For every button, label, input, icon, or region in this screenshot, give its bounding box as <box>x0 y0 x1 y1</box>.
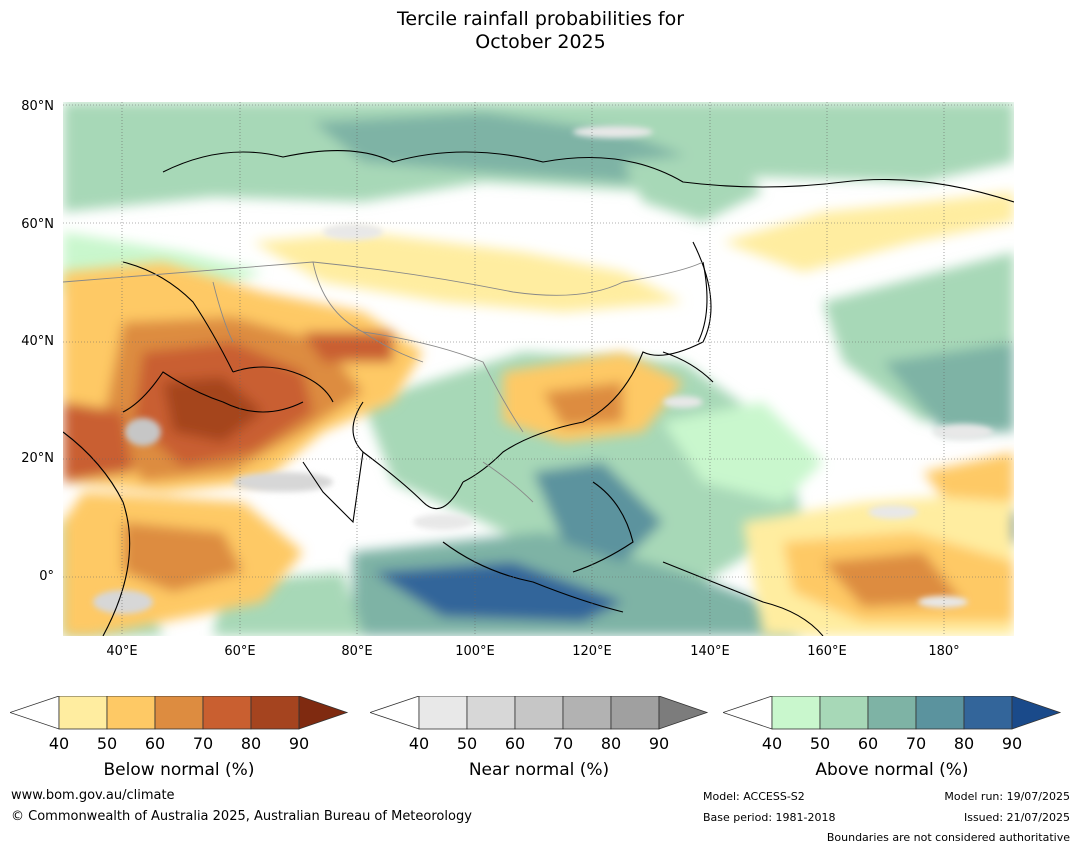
website-link[interactable]: www.bom.gov.au/climate <box>11 788 175 803</box>
lon-label-160e: 160°E <box>807 644 847 659</box>
colorbar-near-title: Near normal (%) <box>468 760 610 780</box>
above-seg-70 <box>915 695 965 730</box>
lat-label-20n: 20°N <box>21 451 54 466</box>
probability-map <box>63 102 1014 636</box>
above-tick-60: 60 <box>857 734 879 753</box>
lat-label-80n: 80°N <box>21 99 54 114</box>
below-seg-80 <box>250 695 300 730</box>
lon-label-180: 180° <box>928 644 960 659</box>
above-seg-50 <box>819 695 869 730</box>
below-tick-70: 70 <box>192 734 214 753</box>
near-tick-40: 40 <box>408 734 430 753</box>
lon-label-60e: 60°E <box>224 644 256 659</box>
near-tick-90: 90 <box>648 734 670 753</box>
base-period-text: Base period: 1981-2018 <box>703 811 836 824</box>
below-extend-high <box>298 695 349 730</box>
near-seg-60 <box>514 695 564 730</box>
below-tick-90: 90 <box>288 734 310 753</box>
lat-label-0: 0° <box>39 569 54 584</box>
colorbar-above-normal <box>721 695 1063 786</box>
lon-label-40e: 40°E <box>106 644 138 659</box>
lat-label-60n: 60°N <box>21 217 54 232</box>
title-line-1: Tercile rainfall probabilities for <box>396 8 685 30</box>
above-tick-70: 70 <box>905 734 927 753</box>
colorbar-above-svg <box>721 695 1062 730</box>
title-line-2: October 2025 <box>475 31 606 53</box>
above-extend-low <box>721 695 773 730</box>
lon-label-120e: 120°E <box>572 644 612 659</box>
below-tick-60: 60 <box>144 734 166 753</box>
above-tick-40: 40 <box>761 734 783 753</box>
model-text: Model: ACCESS-S2 <box>703 790 805 803</box>
lon-label-80e: 80°E <box>341 644 373 659</box>
below-seg-70 <box>202 695 252 730</box>
below-seg-50 <box>106 695 156 730</box>
colorbar-above-title: Above normal (%) <box>815 760 969 780</box>
below-extend-low <box>8 695 60 730</box>
near-seg-40 <box>418 695 468 730</box>
near-tick-50: 50 <box>456 734 478 753</box>
below-tick-80: 80 <box>240 734 262 753</box>
above-extend-high <box>1011 695 1062 730</box>
near-seg-70 <box>562 695 612 730</box>
colorbar-below-title: Below normal (%) <box>103 760 255 780</box>
near-extend-low <box>368 695 420 730</box>
above-tick-90: 90 <box>1001 734 1023 753</box>
below-tick-40: 40 <box>48 734 70 753</box>
near-normal-field <box>93 126 993 614</box>
colorbar-near-normal <box>368 695 710 786</box>
lat-label-40n: 40°N <box>21 334 54 349</box>
above-tick-50: 50 <box>809 734 831 753</box>
lon-label-140e: 140°E <box>690 644 730 659</box>
below-seg-40 <box>58 695 108 730</box>
near-seg-50 <box>466 695 516 730</box>
above-seg-60 <box>867 695 917 730</box>
colorbar-below-normal <box>8 695 350 786</box>
below-tick-50: 50 <box>96 734 118 753</box>
map-svg <box>63 102 1014 636</box>
colorbar-near-svg <box>368 695 709 730</box>
lon-label-100e: 100°E <box>455 644 495 659</box>
disclaimer-text: Boundaries are not considered authoritat… <box>826 831 1070 844</box>
above-seg-40 <box>771 695 821 730</box>
near-tick-70: 70 <box>552 734 574 753</box>
coastlines <box>63 150 1014 636</box>
near-tick-80: 80 <box>600 734 622 753</box>
near-tick-60: 60 <box>504 734 526 753</box>
model-run-text: Model run: 19/07/2025 <box>944 790 1070 803</box>
above-tick-80: 80 <box>953 734 975 753</box>
near-seg-80 <box>610 695 660 730</box>
below-seg-60 <box>154 695 204 730</box>
copyright-text: © Commonwealth of Australia 2025, Austra… <box>11 809 472 824</box>
map-title: Tercile rainfall probabilities for Octob… <box>0 8 1081 54</box>
issued-text: Issued: 21/07/2025 <box>963 811 1070 824</box>
graticule <box>63 102 1014 636</box>
above-seg-80 <box>963 695 1013 730</box>
colorbar-below-svg <box>8 695 349 730</box>
country-borders <box>63 261 704 503</box>
near-extend-high <box>658 695 709 730</box>
